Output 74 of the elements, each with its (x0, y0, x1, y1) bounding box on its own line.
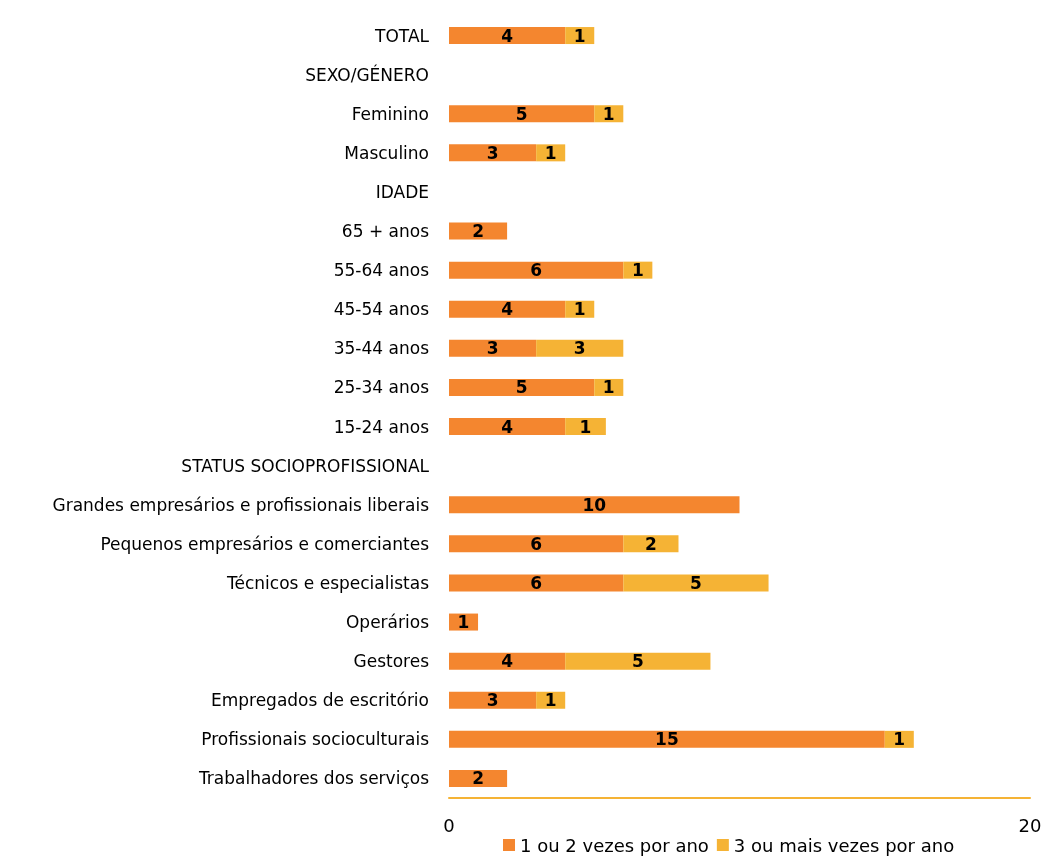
data-label: 5 (515, 377, 528, 398)
data-label: 1 (573, 299, 586, 320)
y-tick-label: Pequenos empresários e comerciantes (100, 533, 430, 554)
bar (449, 144, 537, 162)
bar (449, 730, 885, 748)
data-label: 2 (472, 221, 484, 242)
bar (449, 535, 624, 553)
data-label: 1 (631, 260, 644, 281)
y-tick-label: 45-54 anos (333, 299, 430, 320)
data-label: 4 (501, 651, 514, 672)
data-label: 3 (486, 142, 499, 163)
data-label: 1 (893, 729, 906, 750)
bar (623, 574, 769, 592)
bar (449, 105, 595, 123)
y-tick-label: 25-34 anos (333, 377, 430, 398)
data-label: 2 (644, 533, 657, 554)
bar (449, 222, 508, 240)
data-label: 10 (582, 494, 607, 515)
data-label: 3 (573, 338, 586, 359)
y-tick-label: STATUS SOCIOPROFISSIONAL (181, 455, 430, 476)
y-tick-label: Masculino (344, 142, 429, 163)
bar (449, 261, 624, 279)
data-label: 1 (579, 416, 592, 437)
data-label: 5 (690, 572, 702, 593)
data-label: 3 (486, 690, 499, 711)
bar (449, 574, 624, 592)
y-tick-label: 15-24 anos (333, 416, 430, 437)
bar (449, 339, 537, 357)
data-label: 5 (515, 103, 528, 124)
data-label: 1 (602, 103, 615, 124)
data-label: 6 (530, 260, 543, 281)
data-label: 2 (472, 768, 484, 789)
data-label: 4 (501, 299, 514, 320)
bar (449, 652, 566, 670)
y-tick-label: Técnicos e especialistas (226, 572, 430, 593)
bar (449, 300, 566, 318)
data-label: 6 (530, 572, 543, 593)
data-label: 1 (544, 690, 557, 711)
bar (449, 378, 595, 396)
y-tick-label: Grandes empresários e profissionais liberais (52, 494, 430, 515)
y-tick-label: 65 + anos (341, 221, 430, 242)
data-label: 5 (631, 651, 644, 672)
bar (449, 27, 566, 45)
data-label: 4 (501, 416, 514, 437)
data-label: 6 (530, 533, 543, 554)
y-tick-label: SEXO/GÉNERO (305, 63, 429, 85)
legend-label: 1 ou 2 vezes por ano (520, 834, 709, 856)
bar (449, 496, 740, 514)
data-label: 1 (544, 142, 557, 163)
data-label: 1 (602, 377, 615, 398)
bar (565, 652, 711, 670)
bar (449, 418, 566, 436)
bar (449, 769, 508, 787)
y-tick-label: Feminino (351, 103, 429, 124)
bar (623, 535, 679, 553)
x-tick-label: 0 (443, 814, 455, 836)
y-tick-label: Operários (345, 612, 430, 633)
legend-label: 3 ou mais vezes por ano (733, 834, 955, 856)
y-tick-label: TOTAL (374, 25, 430, 46)
y-tick-label: Gestores (353, 651, 430, 672)
bar (449, 691, 537, 709)
y-tick-label: Trabalhadores dos serviços (197, 768, 430, 789)
y-tick-label: 55-64 anos (333, 260, 430, 281)
data-label: 3 (486, 338, 499, 359)
data-label: 4 (501, 25, 514, 46)
y-tick-label: 35-44 anos (333, 338, 430, 359)
y-tick-label: Empregados de escritório (210, 690, 429, 711)
y-tick-label: Profissionais socioculturais (201, 729, 430, 750)
y-tick-label: IDADE (375, 181, 429, 202)
data-label: 1 (457, 612, 470, 633)
bar (536, 339, 624, 357)
data-label: 15 (655, 729, 679, 750)
x-tick-label: 20 (1018, 814, 1042, 836)
data-label: 1 (573, 25, 586, 46)
